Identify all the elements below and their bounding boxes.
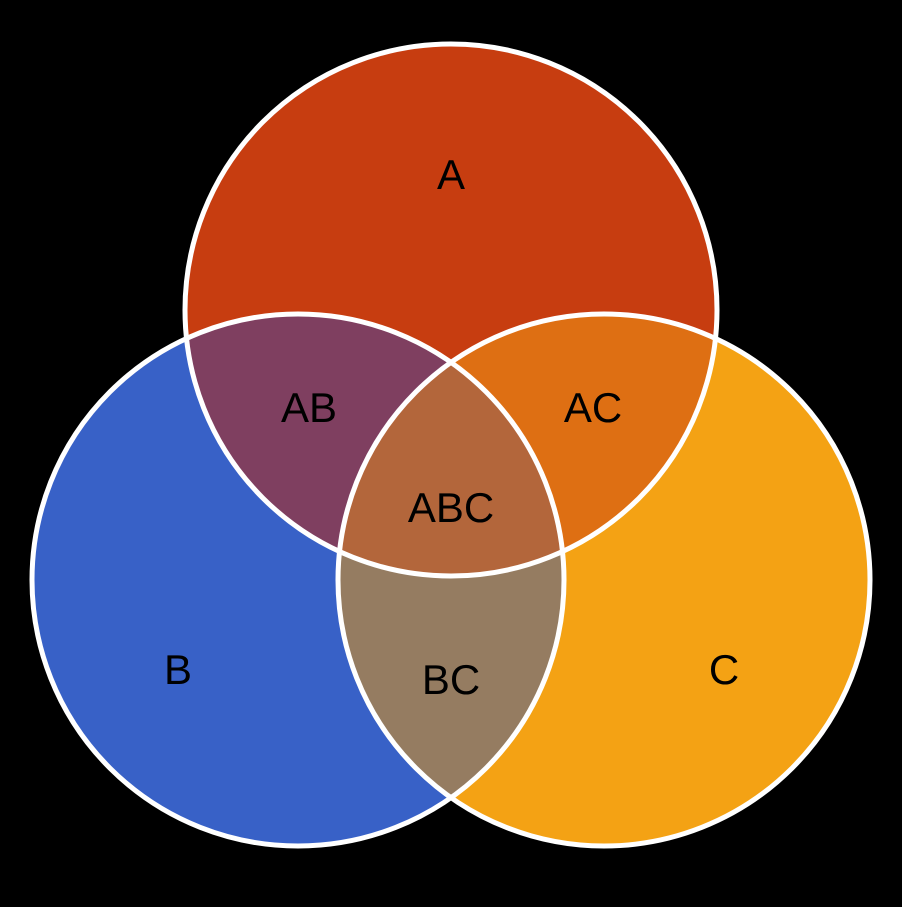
label-ab: AB: [281, 384, 337, 432]
label-b: B: [164, 646, 192, 694]
label-abc: ABC: [408, 484, 494, 532]
venn-svg: [0, 0, 902, 902]
venn-diagram: A B C AB AC BC ABC: [0, 0, 902, 902]
label-c: C: [709, 646, 739, 694]
label-bc: BC: [422, 656, 480, 704]
label-a: A: [437, 151, 465, 199]
label-ac: AC: [564, 384, 622, 432]
